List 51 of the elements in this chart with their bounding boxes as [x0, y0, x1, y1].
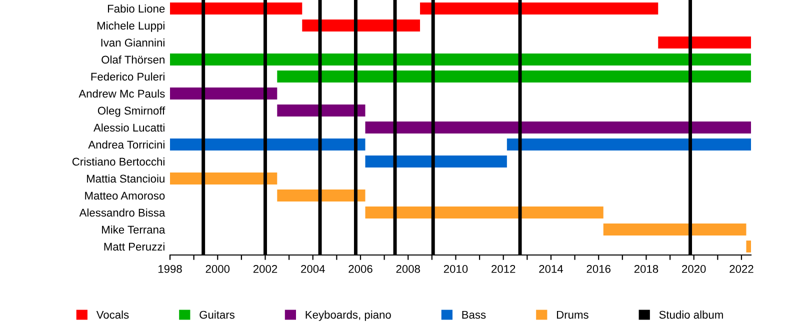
y-tick-label: Federico Puleri	[91, 72, 164, 81]
bar	[365, 156, 507, 168]
bar	[170, 172, 278, 184]
x-tick-label: 2012	[492, 265, 516, 273]
x-tick-label: 2004	[301, 265, 325, 273]
x-tick-label: 2006	[348, 265, 372, 273]
bar	[277, 190, 366, 202]
y-tick-label: Andrea Torricini	[88, 140, 164, 149]
y-tick-label: Mike Terrana	[102, 225, 166, 234]
y-tick-label: Oleg Smirnoff	[98, 106, 166, 117]
bar	[170, 2, 302, 14]
bar	[420, 2, 658, 14]
y-tick-label: Alessandro Bissa	[79, 208, 166, 217]
x-tick-label: 2000	[206, 265, 230, 273]
x-tick-label: 2008	[396, 265, 420, 273]
x-tick-label: 2010	[444, 265, 468, 273]
legend-label: Bass	[462, 310, 486, 319]
legend-label: Guitars	[200, 310, 235, 319]
x-tick-label: 1998	[158, 265, 182, 273]
bar	[170, 54, 751, 66]
y-tick-label: Matteo Amoroso	[85, 192, 165, 200]
legend-label: Studio album	[659, 310, 723, 319]
bar	[302, 20, 420, 32]
y-tick-label: Andrew Mc Pauls	[78, 89, 165, 98]
x-tick-label: 2020	[682, 265, 706, 273]
bar	[365, 122, 751, 134]
x-tick-label: 2022	[730, 265, 754, 273]
y-tick-label: Michele Luppi	[97, 21, 164, 32]
bar	[170, 88, 278, 100]
bar	[277, 70, 751, 82]
y-tick-label: Mattia Stancioiu	[87, 174, 164, 183]
legend-label: Drums	[556, 310, 588, 319]
bar	[170, 138, 366, 150]
y-tick-label: Ivan Giannini	[101, 38, 164, 47]
y-tick-label: Olaf Thörsen	[102, 55, 164, 64]
y-tick-label: Cristiano Bertocchi	[72, 157, 164, 166]
bar	[603, 224, 746, 236]
x-tick-label: 2002	[253, 265, 278, 273]
bar	[506, 138, 751, 150]
bar	[365, 206, 604, 218]
legend-label: Vocals	[96, 310, 129, 319]
y-tick-label: Alessio Lucatti	[94, 123, 164, 132]
legend-label: Keyboards, piano	[306, 310, 391, 321]
y-tick-label: Fabio Lione	[108, 4, 165, 13]
x-tick-label: 2016	[586, 265, 610, 273]
bar	[658, 36, 751, 48]
x-tick-label: 2018	[634, 265, 658, 273]
bar	[746, 240, 751, 252]
y-tick-label: Matt Peruzzi	[104, 242, 164, 251]
x-tick-label: 2014	[539, 265, 564, 273]
bar	[277, 104, 366, 116]
